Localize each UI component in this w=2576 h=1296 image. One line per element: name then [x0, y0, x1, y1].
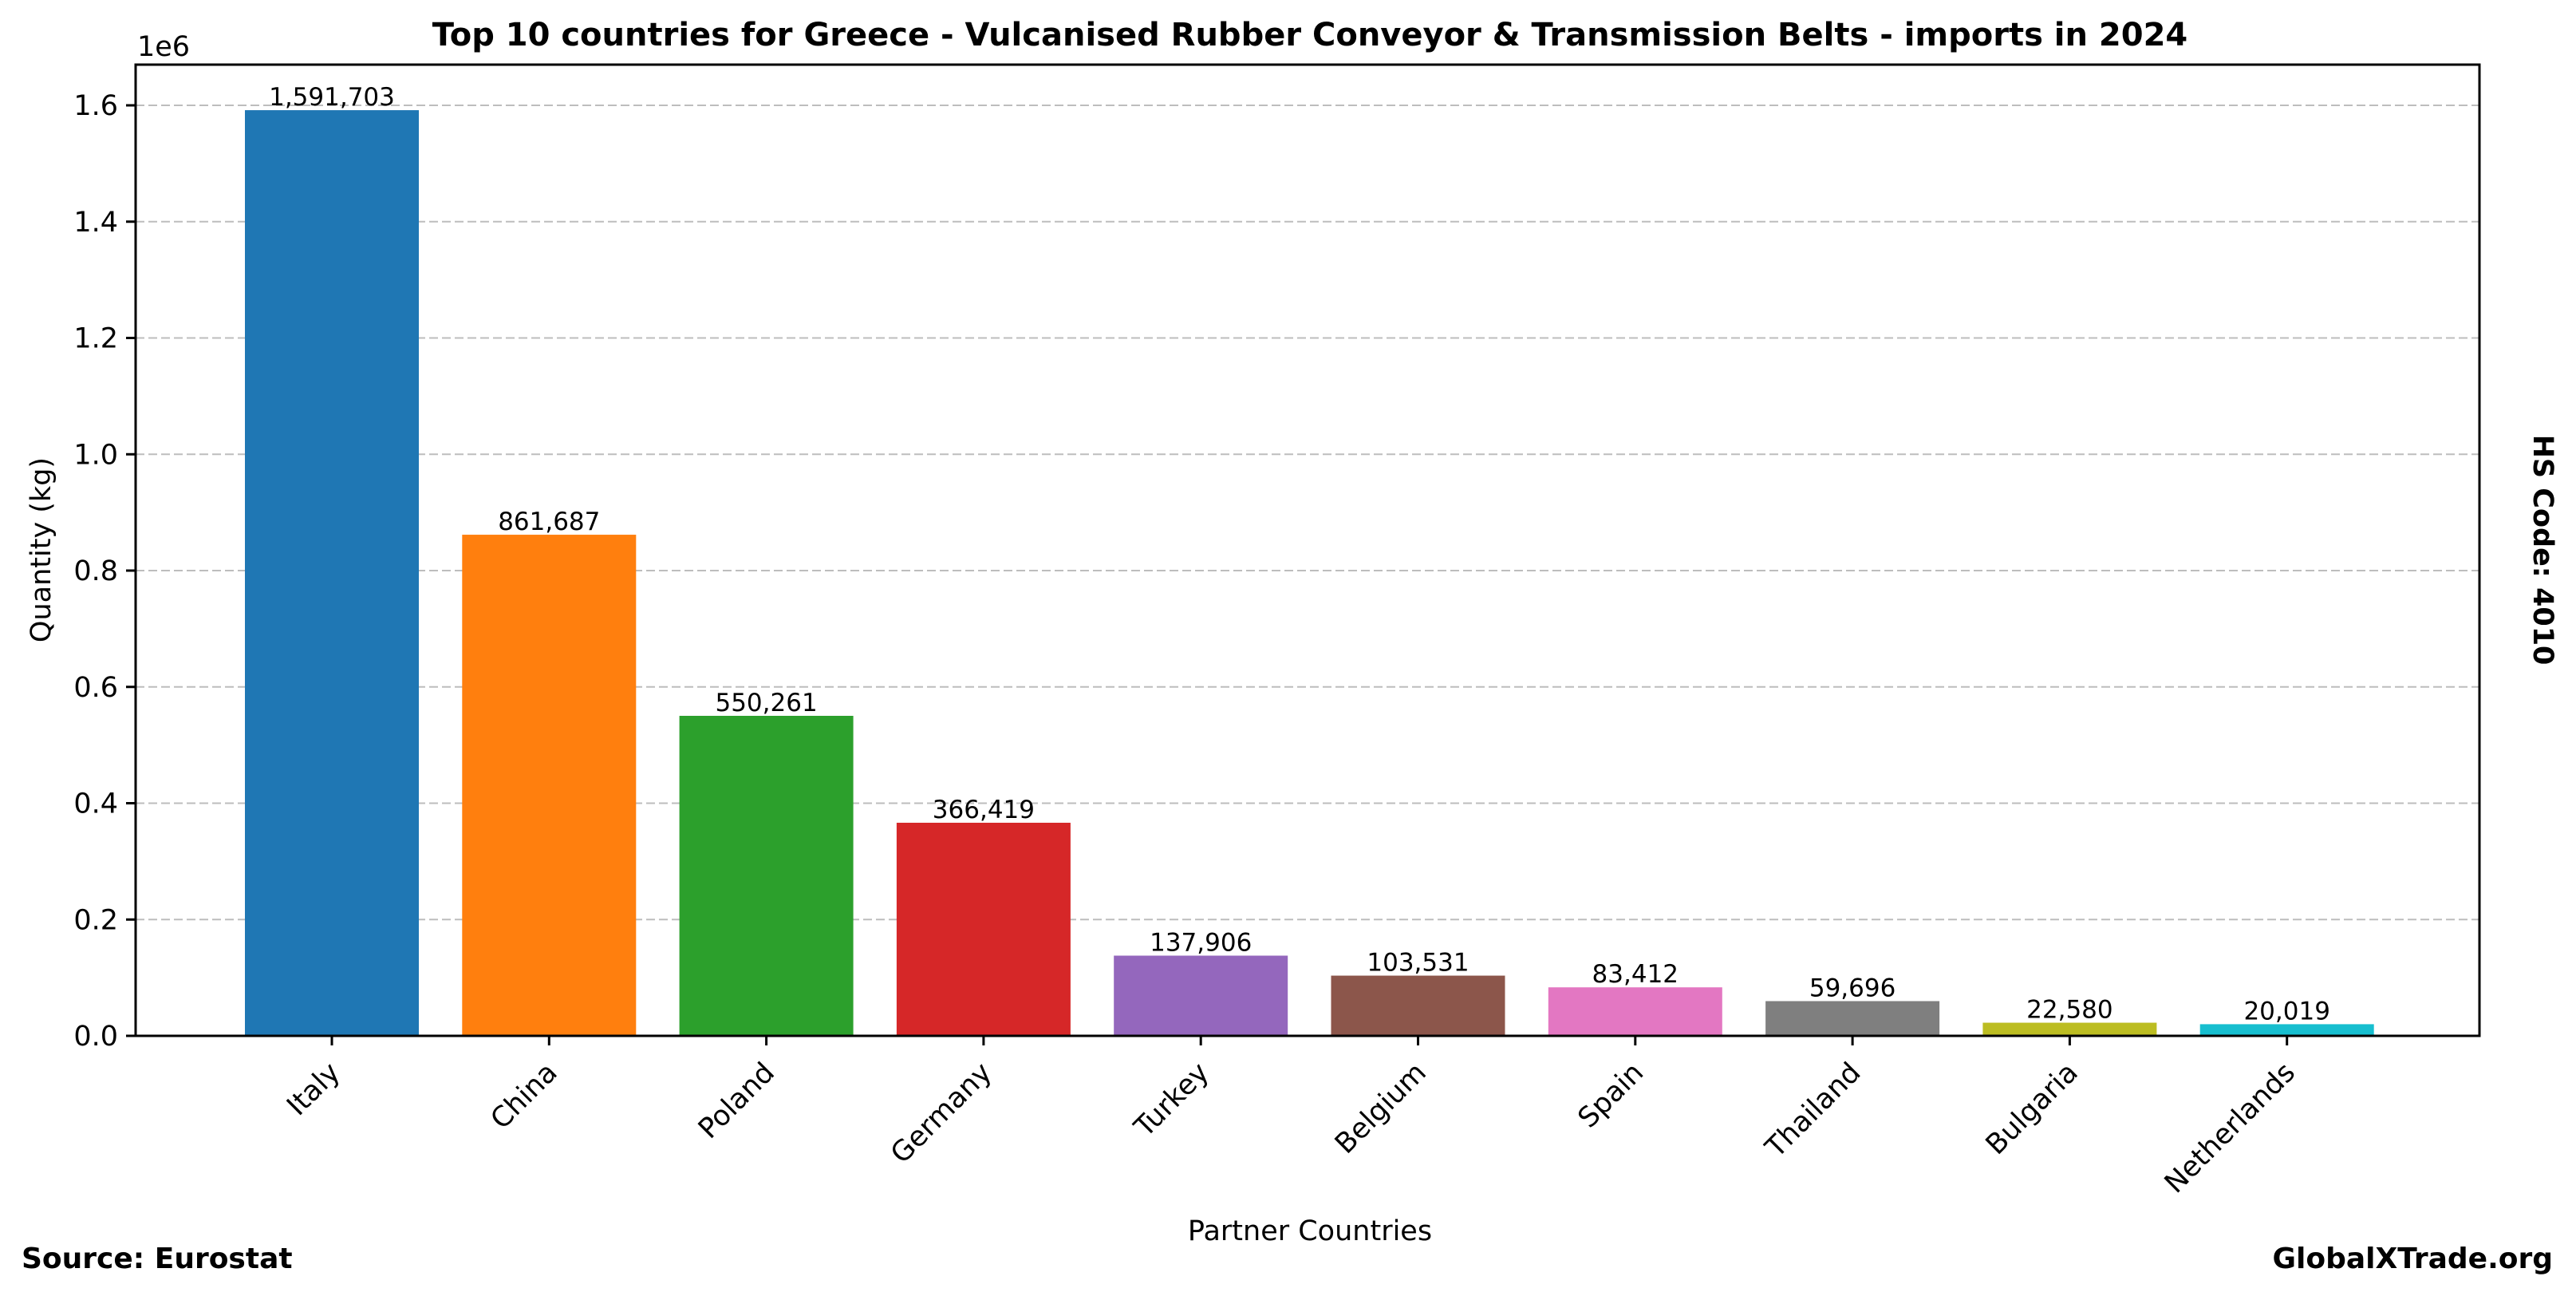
y-tick-label: 1.0 [73, 439, 118, 471]
x-tick-label: Netherlands [2159, 1057, 2302, 1199]
bar-netherlands [2199, 1024, 2374, 1036]
hs-code-note: HS Code: 4010 [2527, 435, 2558, 666]
x-tick-label: Bulgaria [1980, 1057, 2085, 1161]
x-tick-label: Poland [692, 1057, 781, 1145]
bar-germany [896, 822, 1071, 1036]
bar-belgium [1331, 975, 1505, 1036]
y-tick-label: 0.0 [73, 1021, 118, 1053]
x-tick-label: Spain [1572, 1057, 1650, 1134]
bar-thailand [1765, 1001, 1940, 1036]
y-tick-label: 1.2 [73, 323, 118, 355]
y-tick-label: 0.6 [73, 672, 118, 704]
y-axis-label: Quantity (kg) [26, 457, 57, 642]
bar-value-label: 22,580 [2026, 996, 2112, 1025]
bar-value-label: 861,687 [498, 508, 600, 536]
bar-value-label: 20,019 [2243, 997, 2329, 1025]
bar-italy [245, 110, 419, 1036]
x-tick-label: Turkey [1128, 1057, 1216, 1144]
y-tick-label: 1.6 [73, 90, 118, 122]
bar-value-label: 59,696 [1809, 974, 1896, 1002]
bar-spain [1548, 987, 1722, 1036]
bars [245, 110, 2374, 1036]
y-tick-label: 0.2 [73, 904, 118, 936]
bar-value-label: 83,412 [1592, 960, 1679, 989]
y-scale-label: 1e6 [137, 31, 190, 63]
chart-title: Top 10 countries for Greece - Vulcanised… [432, 17, 2188, 53]
bar-value-label: 366,419 [933, 796, 1035, 824]
x-axis-label: Partner Countries [1188, 1215, 1432, 1247]
bar-china [462, 535, 637, 1036]
bar-turkey [1114, 955, 1288, 1036]
x-tick-label: Italy [281, 1057, 346, 1122]
x-tick-label: Belgium [1329, 1057, 1433, 1160]
y-tick-label: 0.4 [73, 788, 118, 820]
y-axis: 0.0 0.2 0.4 0.6 0.8 1.0 1.2 1.4 1.6 [73, 90, 136, 1053]
x-axis: Italy China Poland Germany Turkey Belgium Spai… [281, 1036, 2302, 1199]
x-tick-label: Germany [885, 1057, 998, 1170]
x-tick-label: Thailand [1759, 1057, 1867, 1164]
bar-poland [679, 716, 854, 1036]
brand-note: GlobalXTrade.org [2272, 1243, 2553, 1275]
bar-labels: 1,591,703 861,687 550,261 366,419 137,906 103… [269, 83, 2330, 1025]
y-tick-label: 0.8 [73, 555, 118, 587]
plot-frame [134, 63, 2481, 1037]
bar-value-label: 103,531 [1367, 949, 1469, 978]
bar-value-label: 137,906 [1150, 929, 1252, 958]
source-note: Source: Eurostat [22, 1243, 293, 1275]
bar-value-label: 1,591,703 [269, 83, 395, 112]
bar-bulgaria [1982, 1022, 2157, 1036]
bar-value-label: 550,261 [715, 689, 817, 717]
y-tick-label: 1.4 [73, 207, 118, 239]
x-tick-label: China [485, 1057, 564, 1136]
